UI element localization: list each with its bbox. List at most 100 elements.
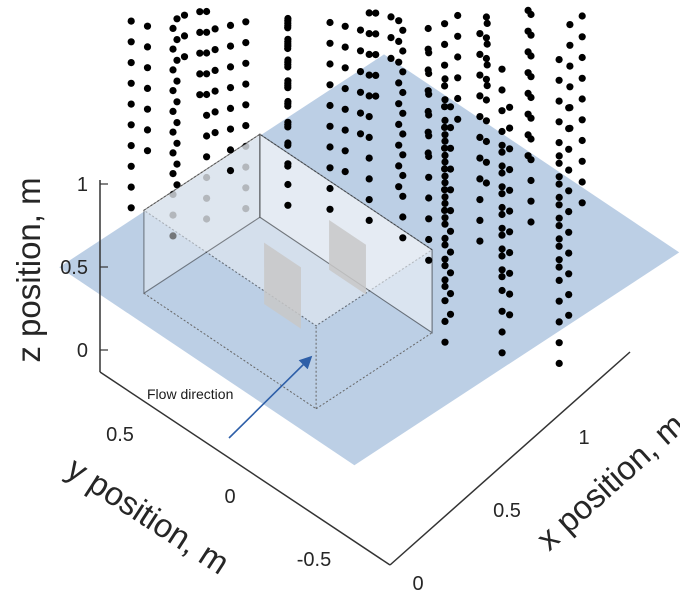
measurement-point	[341, 126, 349, 134]
measurement-point	[399, 234, 407, 242]
measurement-point	[173, 56, 181, 64]
measurement-point	[506, 145, 514, 153]
measurement-point	[203, 7, 211, 16]
measurement-point	[441, 123, 449, 131]
measurement-point	[326, 205, 334, 213]
measurement-point	[365, 113, 373, 121]
measurement-point	[242, 122, 250, 130]
measurement-point	[143, 64, 152, 72]
measurement-point	[566, 62, 574, 70]
measurement-point	[565, 208, 573, 216]
measurement-point	[441, 186, 449, 194]
measurement-point	[226, 63, 235, 71]
annotation-layer: Flow direction	[147, 355, 313, 439]
front-points-layer	[180, 6, 586, 367]
measurement-point	[555, 76, 563, 84]
measurement-point	[578, 116, 586, 124]
measurement-point	[169, 87, 177, 95]
measurement-point	[365, 175, 373, 183]
measurement-point	[365, 92, 373, 100]
measurement-point	[566, 83, 574, 91]
measurement-point	[476, 237, 484, 245]
measurement-point	[203, 111, 211, 119]
measurement-point	[441, 241, 449, 249]
measurement-point	[454, 94, 462, 103]
measurement-point	[483, 82, 491, 90]
measurement-point	[365, 29, 373, 38]
flow-direction-arrow	[228, 355, 313, 439]
measurement-point	[365, 9, 373, 17]
measurement-point	[399, 109, 407, 117]
measurement-point	[284, 63, 292, 71]
measurement-point	[441, 40, 449, 49]
measurement-point	[498, 86, 506, 94]
measurement-point	[173, 160, 181, 168]
measurement-point	[555, 193, 563, 201]
measurement-point	[399, 130, 407, 138]
measurement-point	[555, 318, 563, 326]
measurement-point	[565, 145, 573, 153]
measurement-point	[395, 120, 403, 128]
measurement-point	[284, 102, 292, 110]
measurement-point	[372, 9, 380, 17]
y-tick-label: 0.5	[106, 424, 134, 446]
measurement-point	[578, 95, 586, 103]
measurement-point	[226, 42, 235, 50]
measurement-point	[498, 107, 506, 115]
measurement-point	[555, 263, 563, 271]
measurement-point	[226, 21, 235, 29]
measurement-point	[143, 147, 152, 155]
measurement-point	[242, 101, 250, 109]
measurement-point	[506, 207, 514, 215]
measurement-point	[441, 214, 449, 222]
measurement-point	[169, 170, 177, 178]
measurement-point	[173, 15, 181, 23]
measurement-point	[441, 96, 449, 104]
measurement-point	[425, 256, 433, 264]
measurement-point	[127, 59, 135, 67]
measurement-point	[498, 183, 506, 191]
measurement-point	[506, 228, 514, 236]
measurement-point	[226, 104, 235, 112]
measurement-point	[365, 216, 373, 224]
measurement-point	[284, 44, 292, 53]
measurement-point	[566, 104, 574, 112]
measurement-point	[441, 317, 449, 325]
measurement-point	[446, 103, 455, 111]
measurement-point	[242, 18, 250, 26]
measurement-point	[441, 75, 449, 83]
measurement-point	[555, 180, 563, 188]
measurement-point	[395, 17, 403, 25]
measurement-point	[476, 196, 484, 204]
measurement-point	[203, 70, 211, 78]
x-tick-label: 1	[578, 427, 589, 449]
measurement-point	[226, 167, 235, 175]
measurement-point	[441, 61, 449, 69]
measurement-point	[441, 206, 449, 214]
measurement-point	[578, 53, 586, 62]
measurement-point	[203, 153, 211, 161]
measurement-point	[506, 124, 514, 132]
measurement-point	[441, 193, 449, 201]
measurement-point	[441, 165, 449, 173]
measurement-point	[482, 137, 490, 146]
measurement-point	[506, 186, 514, 194]
measurement-point	[284, 141, 292, 149]
measurement-point	[498, 273, 506, 281]
measurement-point	[127, 162, 135, 170]
measurement-point	[326, 164, 334, 172]
measurement-point	[226, 84, 235, 92]
measurement-point	[506, 103, 514, 111]
measurement-point	[441, 20, 449, 28]
measurement-point	[372, 51, 380, 59]
measurement-point	[387, 13, 395, 21]
measurement-point	[203, 28, 211, 36]
measurement-point	[356, 130, 365, 138]
cube-model	[142, 133, 434, 410]
measurement-point	[341, 64, 349, 72]
measurement-point	[555, 173, 563, 181]
measurement-point	[203, 132, 211, 140]
measurement-point	[441, 276, 449, 284]
measurement-point	[127, 183, 135, 191]
